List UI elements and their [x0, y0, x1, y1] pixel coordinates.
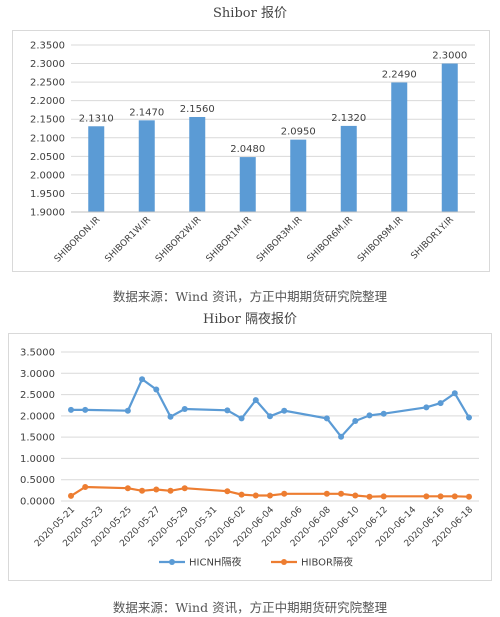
series-point: [252, 397, 259, 404]
bar: [189, 116, 206, 212]
y-tick-label: 2.0000: [20, 411, 55, 422]
bar-value-label: 2.0480: [230, 144, 265, 155]
chart1-title: Shibor 报价: [213, 6, 287, 21]
x-tick-label: SHIBOR1Y.IR: [409, 215, 455, 261]
y-tick-label: 0.5000: [20, 475, 55, 486]
series-point: [338, 433, 345, 440]
hibor-chart-panel: 0.0000 0.5000 1.0000 1.5000 2.0000 2.5000 3.00…: [8, 333, 492, 581]
series-point: [423, 404, 430, 411]
series-point: [437, 493, 444, 500]
bar-value-label: 2.0950: [281, 127, 316, 138]
x-tick-label: SHIBORON.IR: [53, 215, 103, 265]
series-point: [338, 490, 345, 497]
series-point: [167, 487, 174, 494]
x-tick-label: SHIBOR6M.IR: [306, 215, 355, 264]
bar: [441, 63, 458, 212]
series-point: [68, 492, 74, 499]
chart2-title: Hibor 隔夜报价: [203, 312, 297, 327]
y-tick-label: 3.0000: [20, 369, 55, 380]
series-point: [323, 415, 330, 422]
series-point: [153, 386, 160, 393]
y-tick-label: 0.0000: [20, 497, 55, 508]
series-point: [380, 410, 387, 417]
series-point: [352, 492, 359, 499]
shibor-bar-chart: 1.9000 1.9500 2.0000 2.0500 2.1000 2.1500 2.20…: [30, 41, 475, 265]
series-line-1: [71, 377, 470, 439]
bar: [239, 157, 256, 212]
y-tick-label: 3.5000: [20, 348, 55, 359]
x-tick-label: SHIBOR2W.IR: [154, 215, 203, 264]
series-point: [181, 406, 188, 413]
series-point: [281, 407, 288, 414]
series-point: [437, 400, 444, 407]
series-point: [451, 390, 458, 397]
chart2-source: 数据来源：Wind 资讯，方正中期期货研究院整理: [112, 600, 388, 615]
x-tick-label: SHIBOR1W.IR: [103, 215, 152, 264]
series-point: [380, 493, 387, 500]
series-point: [252, 492, 259, 499]
y-tick-label: 1.9000: [30, 208, 65, 219]
series-point: [466, 414, 472, 421]
x-tick-label: SHIBOR9M.IR: [356, 215, 405, 264]
y-tick-label: 2.1000: [30, 133, 65, 144]
bar-value-label: 2.2490: [382, 69, 417, 80]
bar: [88, 126, 105, 212]
chart1-source: 数据来源：Wind 资讯，方正中期期货研究院整理: [112, 289, 388, 304]
bar-value-label: 2.1310: [79, 113, 114, 124]
legend-marker: [281, 559, 287, 565]
series-point: [68, 406, 74, 413]
bar-value-label: 2.3000: [432, 51, 467, 62]
series-point: [82, 406, 89, 413]
y-tick-label: 2.2500: [30, 78, 65, 89]
series-point: [124, 407, 131, 414]
series-point: [139, 376, 146, 383]
series-point: [366, 493, 373, 500]
bar: [138, 120, 155, 212]
y-tick-label: 2.3000: [30, 59, 65, 70]
x-tick-label: SHIBOR3M.IR: [255, 215, 304, 264]
series-point: [224, 488, 231, 495]
series-point: [466, 493, 472, 500]
series-point: [323, 490, 330, 497]
series-point: [267, 492, 273, 499]
series-point: [366, 412, 373, 419]
legend-marker: [169, 559, 175, 565]
shibor-chart-panel: 1.9000 1.9500 2.0000 2.0500 2.1000 2.1500 2.20…: [12, 30, 490, 272]
series-point: [423, 493, 430, 500]
y-tick-label: 1.9500: [30, 189, 65, 200]
y-tick-label: 2.5000: [20, 390, 55, 401]
y-tick-label: 2.1500: [30, 115, 65, 126]
series-point: [124, 485, 131, 492]
series-point: [167, 413, 174, 420]
series-point: [352, 417, 359, 424]
series-point: [82, 483, 89, 490]
series-point: [139, 487, 146, 494]
series-point: [238, 491, 245, 498]
bar: [340, 125, 357, 212]
bar-value-label: 2.1470: [129, 107, 164, 118]
series-point: [224, 407, 231, 414]
series-point: [181, 485, 188, 492]
series-point: [451, 493, 458, 500]
series-point: [153, 486, 160, 493]
legend-label: HIBOR隔夜: [301, 556, 353, 569]
hibor-line-chart: 0.0000 0.5000 1.0000 1.5000 2.0000 2.5000 3.00…: [20, 348, 479, 569]
y-tick-label: 2.0000: [30, 170, 65, 181]
series-point: [267, 413, 273, 420]
y-tick-label: 2.2000: [30, 96, 65, 107]
y-tick-label: 2.3500: [30, 41, 65, 52]
bar: [391, 82, 408, 212]
y-tick-label: 2.0500: [30, 152, 65, 163]
series-point: [238, 415, 245, 422]
bar-value-label: 2.1560: [180, 104, 215, 115]
bar-value-label: 2.1320: [331, 113, 366, 124]
bar: [290, 139, 307, 212]
y-tick-label: 1.5000: [20, 433, 55, 444]
x-tick-label: SHIBOR1M.IR: [205, 215, 254, 264]
legend-label: HICNH隔夜: [189, 556, 241, 569]
y-tick-label: 1.0000: [20, 454, 55, 465]
series-point: [281, 490, 288, 497]
